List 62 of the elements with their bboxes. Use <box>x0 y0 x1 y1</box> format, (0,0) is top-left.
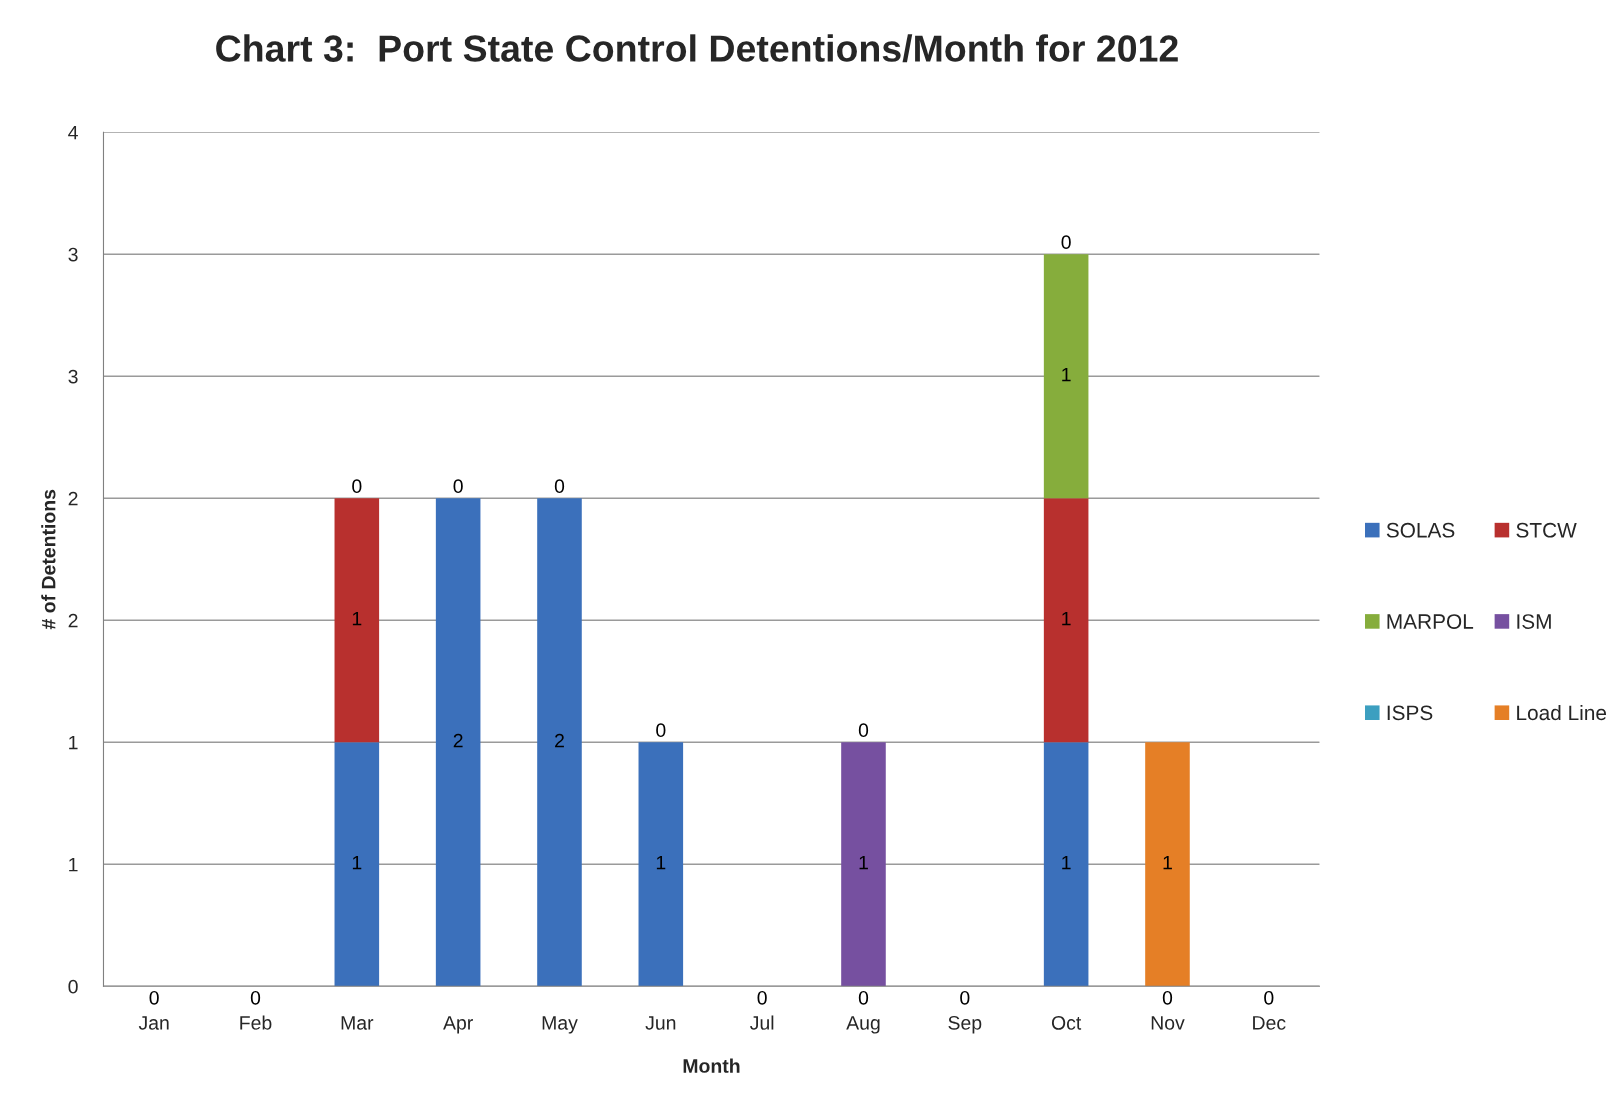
x-tick-label: May <box>542 1016 578 1034</box>
data-label: 0 <box>149 990 159 1005</box>
data-label: 1 <box>859 855 868 870</box>
bar <box>638 742 684 987</box>
bar <box>1145 742 1190 987</box>
data-label: 1 <box>352 855 362 870</box>
data-label: 1 <box>1062 855 1071 870</box>
bar <box>1043 498 1089 743</box>
bar <box>1043 742 1089 987</box>
data-label: 0 <box>1264 990 1274 1005</box>
x-tick-label: Apr <box>443 1016 473 1034</box>
chart-title: Chart 3: Port State Control Detentions/Month for 2012 <box>216 34 1178 63</box>
legend-label: ISM <box>1517 614 1551 629</box>
bar <box>435 498 481 987</box>
data-label: 0 <box>960 990 970 1005</box>
bar <box>334 742 380 987</box>
data-label: 0 <box>757 990 767 1005</box>
bar <box>537 498 582 987</box>
x-tick-label: Oct <box>1051 1015 1082 1030</box>
x-tick-label: Jan <box>138 1016 169 1030</box>
y-tick-label: 0 <box>68 979 78 994</box>
x-tick-label: Jun <box>645 1016 676 1030</box>
data-label: 2 <box>453 733 463 748</box>
x-tick-label: Aug <box>846 1016 880 1034</box>
data-label: 1 <box>656 855 666 870</box>
data-label: 1 <box>1163 855 1172 870</box>
data-label: 1 <box>1062 611 1071 626</box>
y-tick-label: 2 <box>68 491 78 506</box>
data-label: 0 <box>858 723 869 738</box>
y-tick-label: 3 <box>68 369 78 384</box>
legend-label: Load Line <box>1517 704 1607 721</box>
legend-label: STCW <box>1516 522 1577 538</box>
x-tick-label: Sep <box>948 1015 982 1034</box>
annotation: 0 <box>858 990 869 1005</box>
data-label: 0 <box>554 479 565 494</box>
x-tick-label: Dec <box>1253 1016 1286 1030</box>
bar <box>1043 254 1089 499</box>
data-label: 1 <box>1062 367 1071 382</box>
legend-label: SOLAS <box>1386 522 1455 538</box>
x-tick-label: Nov <box>1151 1016 1185 1030</box>
y-tick-label: 1 <box>69 735 78 750</box>
data-label: 2 <box>555 733 564 748</box>
annotation: 0 <box>1162 990 1173 1005</box>
x-tick-label: Mar <box>341 1016 374 1030</box>
data-label: 0 <box>352 479 362 494</box>
bar <box>841 742 886 987</box>
legend-label: ISPS <box>1387 705 1433 721</box>
legend-label: MARPOL <box>1387 614 1474 629</box>
x-tick-label: Jul <box>750 1015 774 1030</box>
y-axis-title: # of Detentions <box>41 489 56 630</box>
data-label: 0 <box>1061 235 1071 250</box>
bar <box>334 498 380 743</box>
data-label: 0 <box>250 990 261 1005</box>
data-label: 0 <box>656 723 666 738</box>
x-axis-title: Month <box>683 1058 740 1073</box>
x-tick-label: Feb <box>240 1015 272 1030</box>
y-tick-label: 2 <box>68 613 78 628</box>
y-tick-label: 3 <box>68 247 78 262</box>
y-tick-label: 1 <box>69 857 78 872</box>
y-tick-label: 4 <box>68 125 78 140</box>
data-label: 1 <box>352 611 362 626</box>
data-label: 0 <box>453 479 463 494</box>
